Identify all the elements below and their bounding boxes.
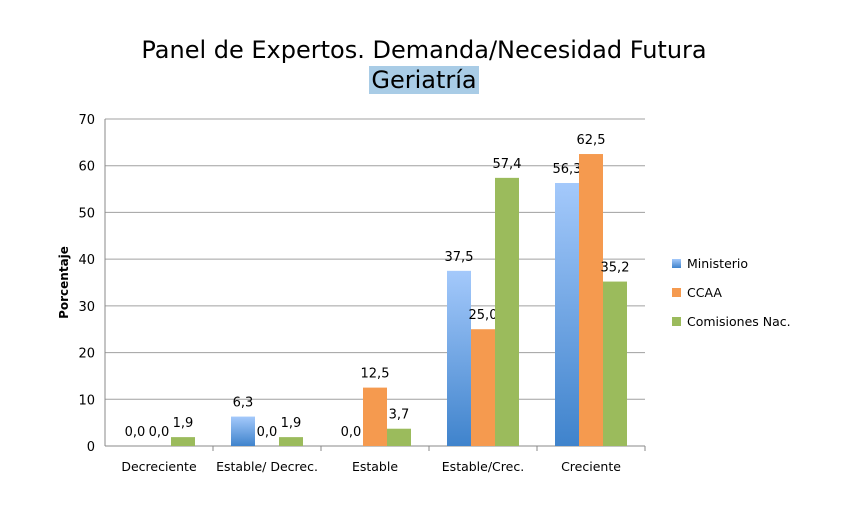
x-tick-label: Decreciente — [121, 459, 197, 474]
data-label: 0,0 — [257, 425, 278, 440]
y-tick-label: 30 — [78, 300, 95, 315]
data-label: 12,5 — [361, 367, 390, 382]
data-label: 56,3 — [553, 162, 582, 177]
legend-swatch — [672, 317, 681, 326]
x-tick-label: Creciente — [561, 459, 621, 474]
chart-subtitle-wrap: Geriatría — [0, 66, 848, 94]
bar — [495, 177, 519, 447]
data-label: 25,0 — [469, 308, 498, 323]
x-tick-label: Estable — [352, 459, 398, 474]
chart-title: Panel de Expertos. Demanda/Necesidad Fut… — [141, 36, 707, 64]
bar — [231, 416, 255, 446]
data-label: 0,0 — [149, 425, 170, 440]
bar — [471, 329, 495, 446]
data-label: 35,2 — [601, 261, 630, 276]
y-axis-label: Porcentaje — [57, 246, 71, 319]
bar — [603, 281, 627, 446]
data-label: 37,5 — [445, 250, 474, 265]
data-label: 57,4 — [493, 157, 522, 172]
y-tick-label: 10 — [78, 393, 95, 408]
legend-label: Ministerio — [687, 256, 748, 271]
legend-label: Comisiones Nac. — [687, 314, 791, 329]
bar — [579, 154, 603, 447]
bar — [363, 387, 387, 446]
legend-swatch — [672, 259, 681, 268]
bar — [171, 437, 195, 446]
data-label: 1,9 — [281, 416, 302, 431]
y-tick-label: 0 — [87, 440, 95, 455]
bar — [279, 437, 303, 446]
data-label: 0,0 — [341, 425, 362, 440]
chart-subtitle: Geriatría — [369, 66, 479, 94]
y-tick-label: 70 — [78, 113, 95, 128]
legend-swatch — [672, 288, 681, 297]
y-tick-label: 20 — [78, 347, 95, 362]
y-tick-label: 60 — [78, 160, 95, 175]
legend-label: CCAA — [687, 285, 722, 300]
bar — [555, 182, 579, 446]
y-tick-label: 50 — [78, 206, 95, 221]
x-tick-label: Estable/ Decrec. — [216, 459, 318, 474]
x-tick-label: Estable/Crec. — [442, 459, 524, 474]
data-label: 6,3 — [233, 396, 254, 411]
data-label: 0,0 — [125, 425, 146, 440]
bar — [447, 270, 471, 446]
data-label: 1,9 — [173, 416, 194, 431]
data-label: 62,5 — [577, 133, 606, 148]
y-tick-label: 40 — [78, 253, 95, 268]
data-label: 3,7 — [389, 408, 410, 423]
bar — [387, 428, 411, 446]
